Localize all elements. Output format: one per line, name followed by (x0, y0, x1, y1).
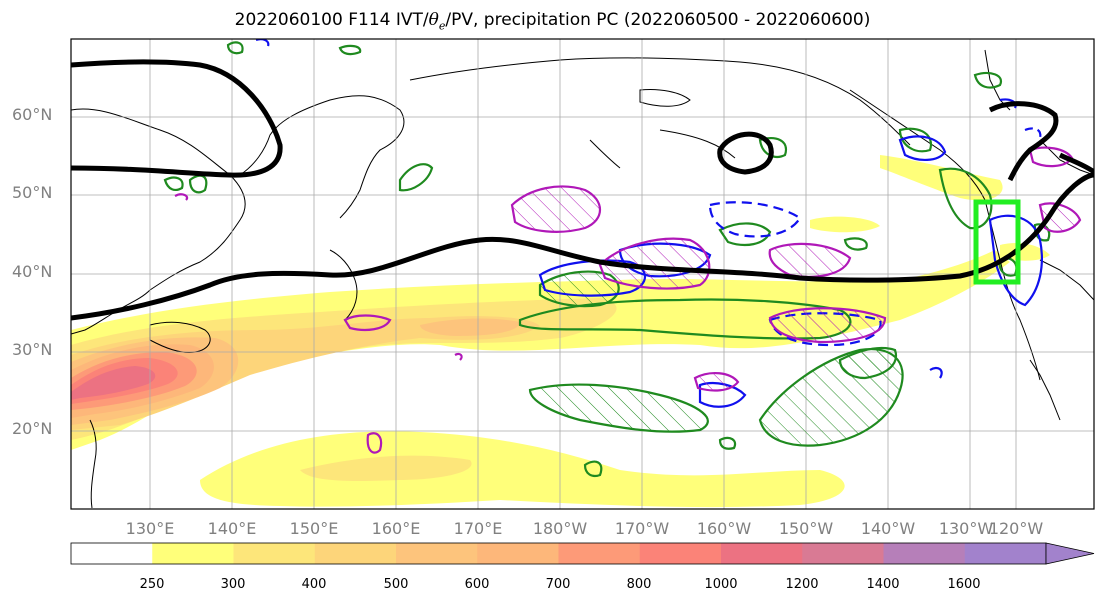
lon-label-130w: 130°W (938, 519, 994, 538)
lon-label-140e: 140°E (207, 519, 257, 538)
precip-positive-contours (163, 41, 1051, 478)
colorbar-segment (314, 543, 397, 564)
colorbar-segment (883, 543, 966, 564)
colorbar-segment (152, 543, 234, 564)
lon-label-170w: 170°W (614, 519, 670, 538)
colorbar-tick-1600: 1600 (947, 577, 981, 592)
lon-label-130e: 130°E (125, 519, 175, 538)
lat-label-30n: 30°N (12, 340, 53, 359)
target-region-box (973, 199, 1021, 285)
lat-label-50n: 50°N (12, 183, 53, 202)
colorbar-tick-700: 700 (545, 577, 571, 592)
lon-label-160e: 160°E (371, 519, 421, 538)
lat-label-20n: 20°N (12, 419, 53, 438)
lon-label-150w: 150°W (778, 519, 834, 538)
colorbar-segment (233, 543, 316, 564)
colorbar-segment (396, 543, 478, 564)
colorbar-tick-1000: 1000 (704, 577, 738, 592)
colorbar-segment (802, 543, 884, 564)
colorbar-tick-500: 500 (383, 577, 409, 592)
pv-contours (174, 146, 1082, 454)
colorbar-segment (964, 543, 1047, 564)
colorbar-tick-250: 250 (139, 577, 165, 592)
map-title: 2022060100 F114 IVT/θe/PV, precipitation… (234, 10, 871, 33)
colorbar-tick-800: 800 (626, 577, 652, 592)
lon-label-140w: 140°W (860, 519, 916, 538)
colorbar-segment (71, 543, 153, 564)
colorbar-tick-300: 300 (220, 577, 246, 592)
colorbar-tick-1400: 1400 (866, 577, 900, 592)
colorbar-tick-600: 600 (464, 577, 490, 592)
lon-label-170e: 170°E (453, 519, 503, 538)
colorbar-tick-400: 400 (301, 577, 327, 592)
colorbar-segment (721, 543, 803, 564)
colorbar-extend-arrow (1045, 542, 1095, 565)
colorbar-segment (477, 543, 559, 564)
colorbar-segment (639, 543, 722, 564)
lon-label-160w: 160°W (696, 519, 752, 538)
theta-e-contours (71, 59, 1094, 321)
lon-label-180w: 180°W (532, 519, 588, 538)
lat-label-60n: 60°N (12, 105, 53, 124)
colorbar-segment (558, 543, 641, 564)
ivt-shading (71, 155, 1050, 508)
colorbar-tick-1200: 1200 (785, 577, 819, 592)
lon-label-120w: 120°W (988, 519, 1044, 538)
map-frame (70, 38, 1095, 510)
lat-label-40n: 40°N (12, 262, 53, 281)
lon-label-150e: 150°E (289, 519, 339, 538)
